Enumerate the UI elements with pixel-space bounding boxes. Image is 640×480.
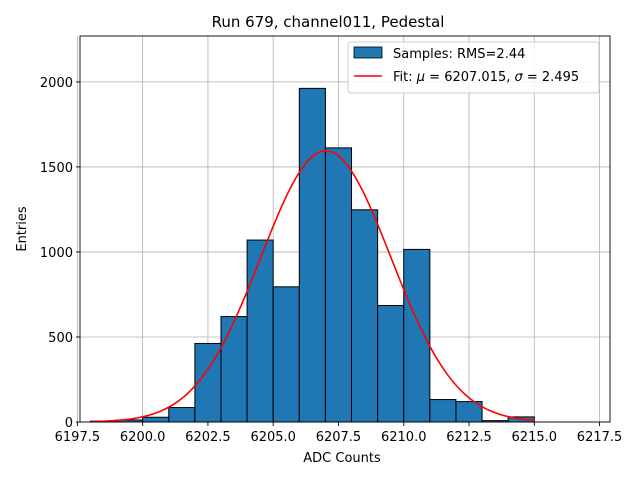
chart-title: Run 679, channel011, Pedestal bbox=[212, 13, 445, 31]
x-tick-label: 6202.5 bbox=[185, 430, 231, 445]
x-tick-label: 6217.5 bbox=[577, 430, 623, 445]
fit-curve bbox=[90, 149, 535, 423]
y-tick-label: 2000 bbox=[40, 76, 73, 91]
y-tick-label: 500 bbox=[48, 331, 73, 346]
x-tick-label: 6210.0 bbox=[381, 430, 427, 445]
histogram-bar bbox=[377, 305, 405, 423]
histogram-bar bbox=[272, 286, 300, 423]
histogram-bar bbox=[142, 416, 170, 423]
legend-fit-sigma-symbol: σ bbox=[515, 70, 524, 85]
y-tick-label: 0 bbox=[65, 416, 73, 431]
histogram-bar bbox=[324, 147, 353, 423]
x-tick-label: 6207.5 bbox=[316, 430, 362, 445]
y-tick-label: 1000 bbox=[40, 246, 73, 261]
legend-fit-mu-symbol: μ bbox=[416, 70, 425, 85]
legend: Samples: RMS=2.44 Fit: μ = 6207.015, σ =… bbox=[347, 41, 600, 94]
histogram-bar bbox=[351, 209, 379, 423]
legend-histogram-swatch bbox=[353, 46, 383, 59]
legend-fit-label: Fit: μ = 6207.015, σ = 2.495 bbox=[393, 70, 579, 85]
histogram-bar bbox=[429, 399, 457, 423]
y-tick-label: 1500 bbox=[40, 161, 73, 176]
histogram-bar bbox=[168, 407, 196, 423]
x-axis-label: ADC Counts bbox=[303, 451, 381, 466]
x-tick-label: 6200.0 bbox=[120, 430, 166, 445]
plot-frame bbox=[79, 35, 611, 423]
histogram-bar bbox=[403, 248, 431, 423]
y-axis-ticks: 0 500 1000 1500 2000 bbox=[40, 76, 80, 431]
x-tick-label: 6215.0 bbox=[512, 430, 558, 445]
x-tick-label: 6205.0 bbox=[250, 430, 296, 445]
histogram-bar bbox=[298, 87, 326, 423]
y-axis-label: Entries bbox=[15, 206, 30, 252]
x-tick-label: 6212.5 bbox=[446, 430, 492, 445]
x-tick-label: 6197.5 bbox=[55, 430, 101, 445]
legend-fit-prefix: Fit: bbox=[393, 70, 417, 85]
legend-fit-sigma-value: = 2.495 bbox=[523, 70, 579, 85]
legend-fit-mu-value: = 6207.015, bbox=[425, 70, 514, 85]
x-axis-ticks: 6197.5 6200.0 6202.5 6205.0 6207.5 6210.0 6212… bbox=[55, 422, 623, 445]
histogram-bar bbox=[220, 316, 248, 423]
legend-box bbox=[347, 41, 600, 94]
histogram-bars bbox=[89, 87, 535, 423]
histogram-bar bbox=[246, 239, 274, 423]
legend-histogram-label: Samples: RMS=2.44 bbox=[393, 47, 525, 62]
